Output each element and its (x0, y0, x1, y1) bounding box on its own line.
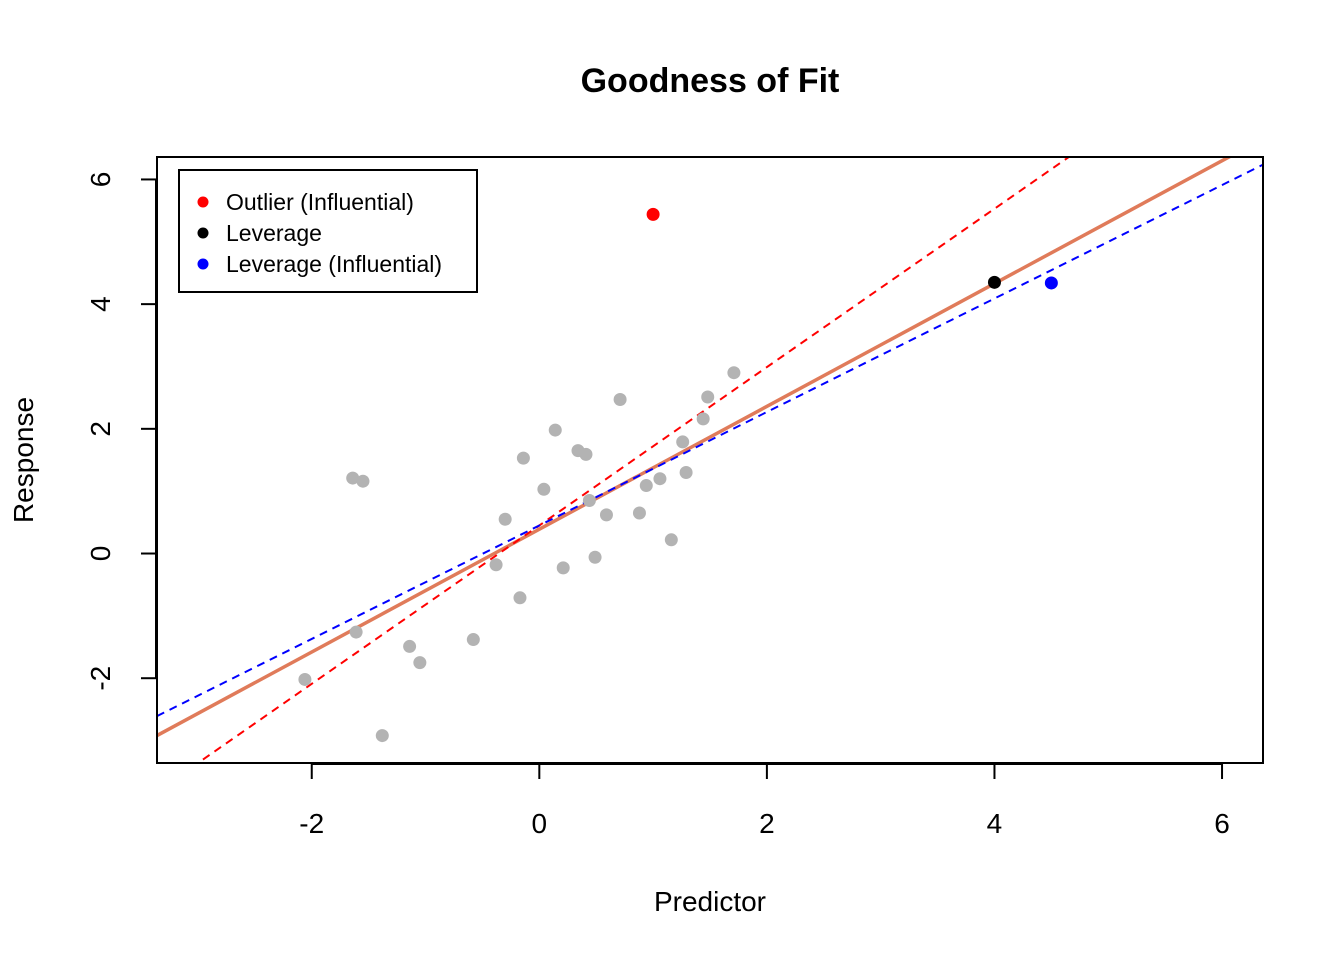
legend-marker (197, 227, 209, 239)
data-point (653, 472, 667, 486)
data-point (613, 393, 627, 407)
data-point (513, 591, 527, 605)
legend-marker (197, 258, 209, 270)
y-tick-label: 2 (85, 421, 116, 437)
data-point (599, 508, 613, 522)
legend-label: Leverage (Influential) (226, 251, 442, 277)
y-tick-label: 4 (85, 296, 116, 312)
x-tick-label: -2 (299, 808, 324, 839)
special-point (646, 207, 660, 221)
legend-label: Leverage (226, 220, 322, 246)
fit-line (196, 157, 1071, 763)
special-point (1044, 276, 1058, 290)
data-point (356, 474, 370, 488)
data-point (516, 451, 530, 465)
data-point (582, 494, 596, 508)
legend-box (178, 169, 478, 293)
x-tick-label: 0 (532, 808, 548, 839)
data-point (579, 447, 593, 461)
data-point (498, 512, 512, 526)
data-point (413, 656, 427, 670)
x-tick-label: 2 (759, 808, 775, 839)
y-tick-label: 6 (85, 172, 116, 188)
y-tick-label: 0 (85, 546, 116, 562)
data-point (556, 561, 570, 575)
data-point (679, 465, 693, 479)
data-points (298, 207, 1058, 743)
chart-title: Goodness of Fit (581, 62, 840, 100)
y-axis-label: Response (8, 397, 39, 523)
data-point (676, 435, 690, 449)
x-tick-label: 4 (987, 808, 1003, 839)
fit-line (157, 157, 1233, 738)
x-tick-label: 6 (1214, 808, 1230, 839)
data-point (537, 482, 551, 496)
x-axis-label: Predictor (654, 886, 766, 917)
data-point (349, 625, 363, 639)
data-point (403, 639, 417, 653)
data-point (298, 672, 312, 686)
fit-line (157, 163, 1263, 717)
y-tick-label: -2 (85, 666, 116, 691)
data-point (489, 558, 503, 572)
data-point (548, 423, 562, 437)
legend: Outlier (Influential) Leverage Leverage (I… (178, 169, 478, 293)
data-point (632, 506, 646, 520)
data-point (696, 412, 710, 426)
legend-label: Outlier (Influential) (226, 189, 414, 215)
data-point (639, 479, 653, 493)
fit-lines (157, 157, 1263, 763)
special-point (987, 275, 1001, 289)
data-point (466, 633, 480, 647)
data-point (375, 729, 389, 743)
plot-frame (156, 156, 1264, 764)
legend-marker (197, 196, 209, 208)
data-point (346, 471, 360, 485)
data-point (701, 390, 715, 404)
data-point (588, 550, 602, 564)
data-point (664, 533, 678, 547)
data-point (727, 366, 741, 380)
